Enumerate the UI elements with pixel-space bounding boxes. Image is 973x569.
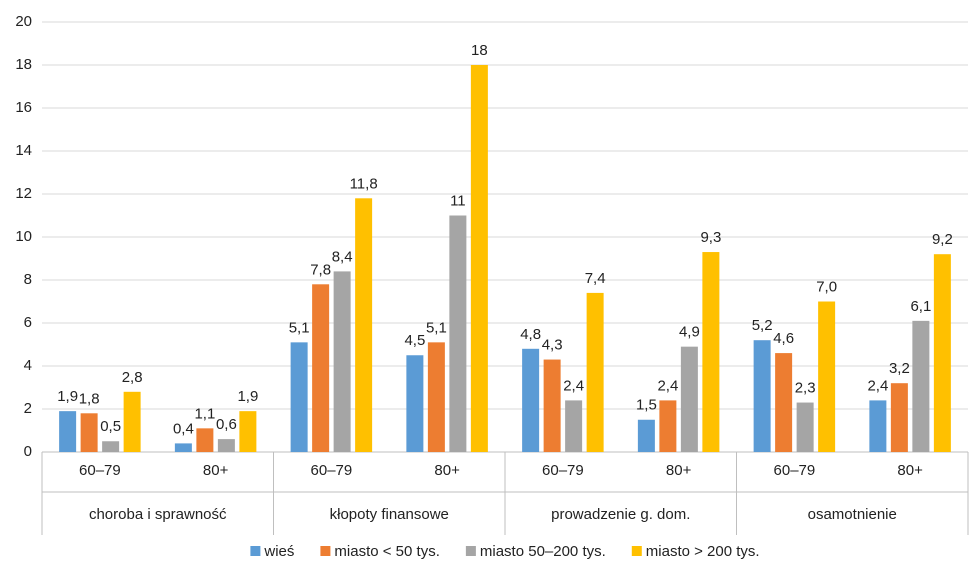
- y-tick-label: 2: [24, 400, 32, 417]
- y-tick-label: 6: [24, 314, 32, 331]
- bar: [659, 400, 677, 452]
- value-label: 1,9: [237, 388, 258, 405]
- bar: [355, 198, 373, 452]
- x-tick-label: 80+: [203, 462, 229, 479]
- x-tick-label: 80+: [434, 462, 460, 479]
- value-label: 2,3: [795, 380, 816, 397]
- bar: [239, 411, 257, 452]
- x-tick-label: 60–79: [311, 462, 353, 479]
- x-tick-label: 60–79: [79, 462, 121, 479]
- bar: [174, 443, 192, 452]
- bar: [702, 252, 720, 452]
- bar: [333, 271, 351, 452]
- value-label: 7,4: [585, 270, 606, 287]
- y-tick-label: 18: [15, 56, 32, 73]
- y-tick-label: 16: [15, 99, 32, 116]
- x-tick-label: 80+: [897, 462, 923, 479]
- bar: [565, 400, 583, 452]
- bar: [449, 215, 467, 452]
- value-label: 2,8: [122, 369, 143, 386]
- value-label: 18: [471, 42, 488, 59]
- value-label: 5,1: [289, 319, 310, 336]
- y-tick-label: 12: [15, 185, 32, 202]
- bar: [102, 441, 120, 452]
- bar: [775, 353, 793, 452]
- group-label: prowadzenie g. dom.: [551, 506, 690, 523]
- bar: [680, 346, 698, 452]
- group-label: kłopoty finansowe: [330, 506, 449, 523]
- value-label: 11,8: [350, 175, 378, 192]
- bar: [753, 340, 771, 452]
- value-label: 4,3: [542, 337, 563, 354]
- x-tick-label: 60–79: [774, 462, 816, 479]
- group-label: choroba i sprawność: [89, 506, 227, 523]
- bar: [796, 402, 814, 452]
- bar: [196, 428, 214, 452]
- value-label: 11: [450, 192, 466, 209]
- value-label: 1,9: [57, 388, 78, 405]
- legend-swatch: [250, 546, 261, 556]
- x-tick-label: 80+: [666, 462, 692, 479]
- value-label: 2,4: [867, 377, 888, 394]
- bar: [890, 383, 908, 452]
- value-label: 0,5: [100, 418, 121, 435]
- bar: [637, 419, 655, 452]
- y-tick-label: 4: [24, 357, 32, 374]
- y-tick-label: 10: [15, 228, 32, 245]
- value-label: 7,0: [816, 278, 837, 295]
- bar: [869, 400, 887, 452]
- value-label: 0,6: [216, 416, 237, 433]
- bar: [312, 284, 330, 452]
- value-label: 2,4: [657, 377, 678, 394]
- value-label: 1,8: [79, 390, 100, 407]
- bar: [427, 342, 445, 452]
- value-label: 2,4: [563, 377, 584, 394]
- x-tick-label: 60–79: [542, 462, 584, 479]
- y-tick-label: 20: [15, 13, 32, 30]
- bar: [543, 359, 561, 452]
- bar: [912, 320, 930, 452]
- value-label: 4,8: [520, 326, 541, 343]
- bar: [59, 411, 77, 452]
- legend-label: miasto < 50 tys.: [334, 543, 439, 560]
- bar: [818, 301, 836, 452]
- y-tick-label: 8: [24, 271, 32, 288]
- y-tick-label: 14: [15, 142, 32, 159]
- value-label: 1,5: [636, 397, 657, 414]
- bar: [522, 348, 540, 452]
- bar: [406, 355, 424, 452]
- value-label: 4,5: [404, 332, 425, 349]
- legend-label: wieś: [263, 543, 294, 560]
- bar: [290, 342, 308, 452]
- legend-label: miasto > 200 tys.: [646, 543, 760, 560]
- legend-swatch: [631, 546, 642, 556]
- value-label: 5,1: [426, 319, 447, 336]
- value-label: 9,2: [932, 231, 953, 248]
- value-label: 4,9: [679, 324, 700, 341]
- legend-swatch: [320, 546, 331, 556]
- value-label: 8,4: [332, 248, 353, 265]
- value-label: 9,3: [700, 229, 721, 246]
- value-label: 0,4: [173, 420, 194, 437]
- bar: [123, 391, 141, 452]
- bar: [80, 413, 98, 452]
- value-label: 6,1: [910, 298, 931, 315]
- value-label: 5,2: [752, 317, 773, 334]
- y-tick-label: 0: [24, 443, 32, 460]
- value-label: 1,1: [194, 405, 215, 422]
- legend-label: miasto 50–200 tys.: [480, 543, 606, 560]
- value-label: 4,6: [773, 330, 794, 347]
- value-label: 7,8: [310, 261, 331, 278]
- group-label: osamotnienie: [808, 506, 897, 523]
- value-label: 3,2: [889, 360, 910, 377]
- bar: [586, 292, 604, 452]
- bar: [933, 254, 951, 452]
- legend-swatch: [465, 546, 476, 556]
- bar: [470, 65, 488, 452]
- bar: [217, 439, 235, 452]
